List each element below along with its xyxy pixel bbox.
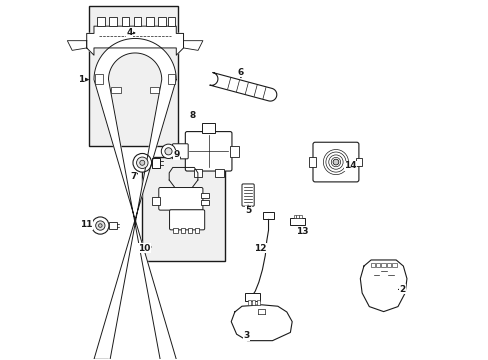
Bar xyxy=(193,169,202,177)
FancyBboxPatch shape xyxy=(312,142,358,182)
Text: 8: 8 xyxy=(189,111,195,120)
Bar xyxy=(167,74,175,85)
Circle shape xyxy=(136,157,148,168)
Bar xyxy=(180,228,184,233)
Bar xyxy=(391,263,396,267)
Bar xyxy=(263,212,273,220)
FancyBboxPatch shape xyxy=(172,144,188,159)
Bar xyxy=(97,17,105,26)
FancyBboxPatch shape xyxy=(242,184,254,206)
FancyBboxPatch shape xyxy=(185,132,231,171)
Circle shape xyxy=(133,153,151,172)
Bar xyxy=(95,74,102,85)
Bar xyxy=(299,215,301,218)
Bar xyxy=(187,228,192,233)
Bar xyxy=(296,215,298,218)
Polygon shape xyxy=(183,41,203,50)
Bar xyxy=(111,87,121,93)
Polygon shape xyxy=(86,26,183,55)
Text: 10: 10 xyxy=(138,244,150,253)
Text: 14: 14 xyxy=(343,161,356,170)
Bar xyxy=(355,158,362,166)
Text: 2: 2 xyxy=(398,285,405,294)
Bar xyxy=(201,200,209,205)
Circle shape xyxy=(140,160,144,165)
Text: 11: 11 xyxy=(81,220,93,229)
Text: 4: 4 xyxy=(126,28,133,37)
Bar xyxy=(109,222,117,229)
Bar xyxy=(133,17,141,26)
Text: 7: 7 xyxy=(130,172,136,181)
Text: 9: 9 xyxy=(173,150,179,159)
Bar xyxy=(244,293,260,301)
Bar xyxy=(230,146,239,157)
Bar xyxy=(215,169,223,177)
FancyBboxPatch shape xyxy=(159,188,203,210)
Bar xyxy=(381,263,385,267)
Bar xyxy=(202,123,215,134)
Bar xyxy=(386,263,390,267)
Bar xyxy=(88,6,178,146)
Text: 12: 12 xyxy=(254,244,266,253)
Bar xyxy=(293,215,295,218)
Bar xyxy=(173,228,178,233)
Bar xyxy=(252,301,255,305)
Bar xyxy=(290,218,304,225)
Polygon shape xyxy=(94,39,176,360)
Bar xyxy=(201,193,209,198)
Bar xyxy=(109,17,117,26)
Bar xyxy=(158,17,165,26)
Circle shape xyxy=(96,221,105,230)
Polygon shape xyxy=(231,305,292,341)
Polygon shape xyxy=(67,41,86,50)
Circle shape xyxy=(332,159,338,165)
Circle shape xyxy=(161,144,175,158)
Bar xyxy=(145,17,153,26)
Circle shape xyxy=(164,148,172,155)
Bar xyxy=(167,17,175,26)
Bar xyxy=(247,301,250,305)
Text: 1: 1 xyxy=(78,75,84,84)
Circle shape xyxy=(92,217,109,234)
Bar xyxy=(370,263,374,267)
Text: 5: 5 xyxy=(244,206,251,215)
Circle shape xyxy=(99,224,102,227)
Polygon shape xyxy=(209,73,276,101)
Text: 6: 6 xyxy=(237,68,244,77)
Bar xyxy=(142,157,224,261)
Bar xyxy=(375,263,380,267)
FancyBboxPatch shape xyxy=(169,210,204,230)
Bar xyxy=(152,197,160,205)
Bar xyxy=(122,17,129,26)
Bar xyxy=(195,228,199,233)
Bar xyxy=(149,87,159,93)
Bar xyxy=(308,157,315,167)
Bar xyxy=(151,158,160,168)
Text: 3: 3 xyxy=(243,332,249,341)
Polygon shape xyxy=(360,260,406,312)
Text: 13: 13 xyxy=(295,228,307,237)
Bar xyxy=(256,301,259,305)
